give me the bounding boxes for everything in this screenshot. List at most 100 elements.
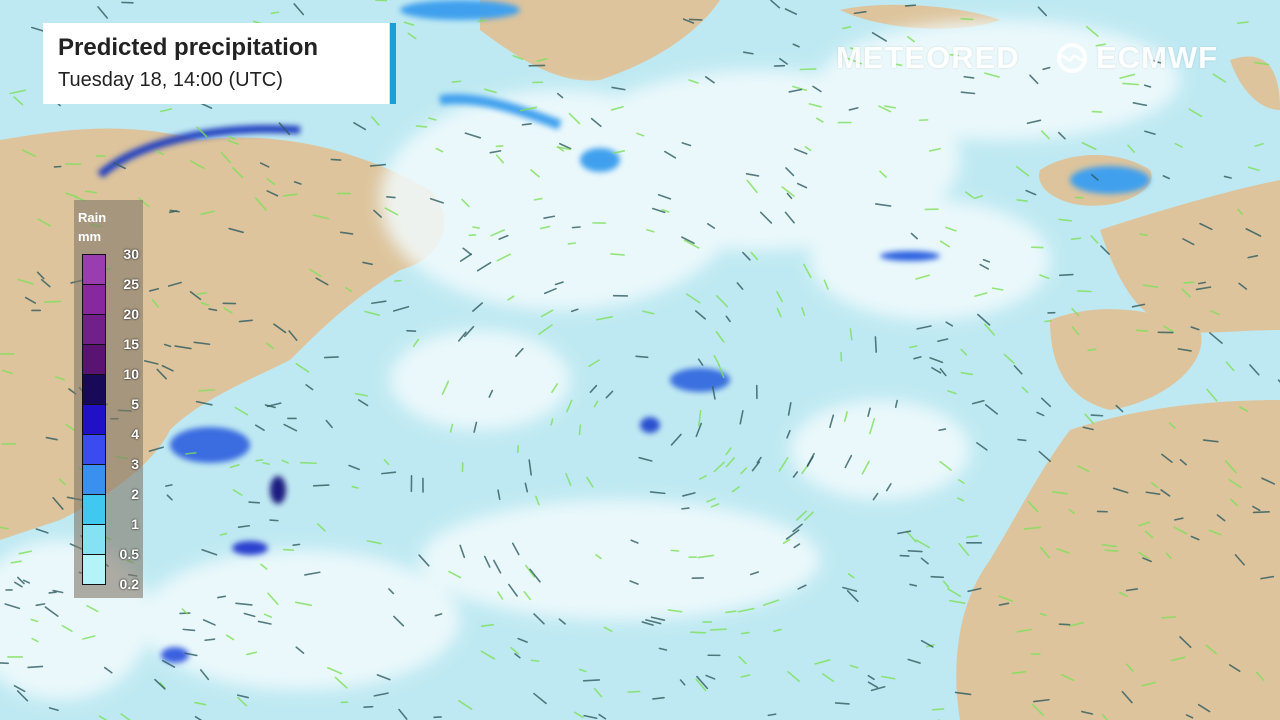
wind-arrow: [194, 701, 207, 706]
wind-arrow: [364, 310, 381, 317]
wind-arrow: [894, 399, 898, 408]
wind-arrow: [427, 117, 437, 121]
wind-arrow: [1182, 238, 1195, 246]
wind-arrow: [220, 151, 231, 164]
wind-arrow: [806, 452, 815, 467]
wind-arrow: [489, 150, 502, 154]
wind-arrow: [1011, 670, 1027, 675]
wind-arrow: [695, 678, 707, 692]
wind-arrow: [194, 715, 203, 720]
wind-arrow: [598, 713, 607, 720]
wind-arrow: [161, 364, 174, 372]
wind-arrow: [679, 679, 686, 686]
wind-arrow: [931, 366, 942, 374]
wind-arrow: [514, 653, 521, 659]
wind-arrow: [786, 429, 791, 439]
wind-arrow: [1141, 681, 1156, 687]
wind-arrow: [1225, 361, 1235, 372]
wind-arrow: [496, 253, 511, 262]
wind-arrow: [357, 399, 369, 407]
wind-arrow: [551, 383, 559, 394]
wind-arrow: [930, 575, 945, 579]
wind-arrow: [483, 88, 497, 94]
wind-arrow: [345, 286, 352, 293]
wind-arrow: [299, 461, 317, 465]
wind-arrow: [915, 539, 930, 549]
wind-arrow: [1058, 273, 1074, 277]
wind-arrow: [872, 492, 879, 501]
wind-arrow: [1229, 498, 1238, 507]
legend-swatch: [82, 254, 106, 285]
wind-arrow: [582, 679, 601, 682]
wind-arrow: [1209, 332, 1223, 344]
wind-arrow: [407, 32, 417, 40]
wind-arrow: [695, 310, 706, 320]
wind-arrow: [709, 628, 727, 631]
wind-arrow: [590, 117, 602, 128]
wind-arrow: [803, 263, 812, 279]
wind-arrow: [920, 557, 929, 565]
wind-arrow: [234, 406, 249, 416]
wind-arrow: [651, 207, 666, 214]
wind-arrow: [998, 595, 1014, 603]
wind-arrow: [958, 479, 965, 484]
wind-arrow: [13, 96, 24, 106]
wind-arrow: [781, 186, 795, 197]
wind-arrow: [223, 307, 233, 314]
wind-arrow: [776, 307, 782, 318]
wind-arrow: [162, 659, 176, 668]
wind-arrow: [199, 669, 210, 681]
wind-arrow: [725, 457, 736, 468]
wind-arrow: [1038, 450, 1052, 463]
wind-arrow: [1150, 59, 1164, 65]
wind-arrow: [1237, 208, 1243, 215]
wind-arrow: [1013, 365, 1023, 375]
wind-arrow: [200, 302, 210, 307]
wind-arrow: [573, 711, 584, 719]
wind-arrow: [483, 555, 491, 568]
wind-arrow: [1081, 710, 1094, 715]
wind-arrow: [1029, 74, 1039, 85]
wind-arrow: [947, 390, 957, 395]
wind-arrow: [44, 300, 62, 303]
wind-arrow: [195, 400, 213, 406]
wind-arrow: [629, 580, 639, 585]
wind-arrow: [1138, 551, 1149, 559]
wind-arrow: [24, 296, 37, 304]
wind-arrow: [533, 613, 545, 625]
wind-arrow: [1139, 233, 1148, 237]
wind-arrow: [973, 195, 984, 200]
wind-arrow: [270, 11, 280, 15]
wind-arrow: [1121, 690, 1133, 704]
wind-arrow: [267, 592, 279, 605]
wind-arrow: [462, 247, 472, 256]
wind-arrow: [966, 535, 979, 539]
wind-arrow: [979, 263, 990, 270]
wind-arrow: [1145, 491, 1161, 495]
wind-arrow: [843, 411, 848, 422]
wind-arrow: [938, 428, 947, 432]
wind-arrow: [353, 122, 367, 131]
wind-arrow: [812, 85, 822, 93]
wind-arrow: [842, 586, 858, 592]
wind-arrow: [1119, 73, 1136, 79]
wind-arrow: [227, 135, 236, 140]
wind-arrow: [533, 692, 547, 705]
wind-arrow: [282, 193, 298, 197]
wind-arrow: [151, 299, 160, 308]
wind-arrow: [0, 526, 9, 530]
wind-arrow: [1, 369, 13, 375]
wind-arrow: [808, 103, 822, 108]
wind-arrow: [960, 371, 974, 376]
wind-arrow: [861, 460, 870, 475]
wind-arrow: [870, 685, 886, 692]
wind-arrow: [493, 559, 502, 574]
wind-arrow: [418, 554, 430, 567]
wind-arrow: [273, 323, 287, 334]
wind-arrow: [1112, 487, 1129, 494]
wind-arrow: [511, 542, 520, 556]
wind-arrow: [44, 606, 59, 617]
wind-arrow: [1162, 175, 1171, 180]
wind-arrow: [98, 715, 108, 720]
